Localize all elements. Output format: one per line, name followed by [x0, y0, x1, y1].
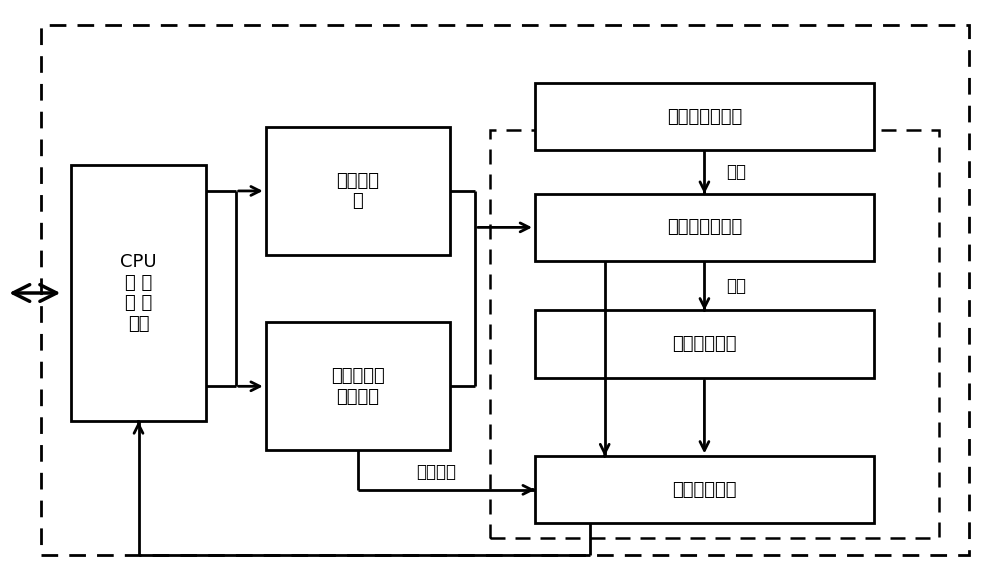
Text: 秒累加计数器: 秒累加计数器 — [672, 335, 737, 353]
Bar — [71, 165, 206, 421]
Bar — [490, 130, 939, 538]
Text: 进位: 进位 — [726, 163, 746, 181]
Text: 时钟锁存模块: 时钟锁存模块 — [672, 481, 737, 499]
Text: 微秒累加计数器: 微秒累加计数器 — [667, 219, 742, 236]
Bar — [266, 127, 450, 255]
Text: 进位: 进位 — [726, 277, 746, 295]
Bar — [535, 311, 874, 377]
Text: 寄存器模
块: 寄存器模 块 — [336, 172, 379, 210]
Text: 授时、校时
控制模块: 授时、校时 控制模块 — [331, 367, 385, 406]
Text: 时间锁存: 时间锁存 — [416, 464, 456, 481]
Bar — [535, 456, 874, 523]
Text: 纳秒累加计数器: 纳秒累加计数器 — [667, 108, 742, 125]
Bar — [266, 322, 450, 451]
Bar — [535, 194, 874, 261]
Text: CPU
接 口
同 步
模块: CPU 接 口 同 步 模块 — [120, 253, 157, 333]
Bar — [535, 83, 874, 150]
